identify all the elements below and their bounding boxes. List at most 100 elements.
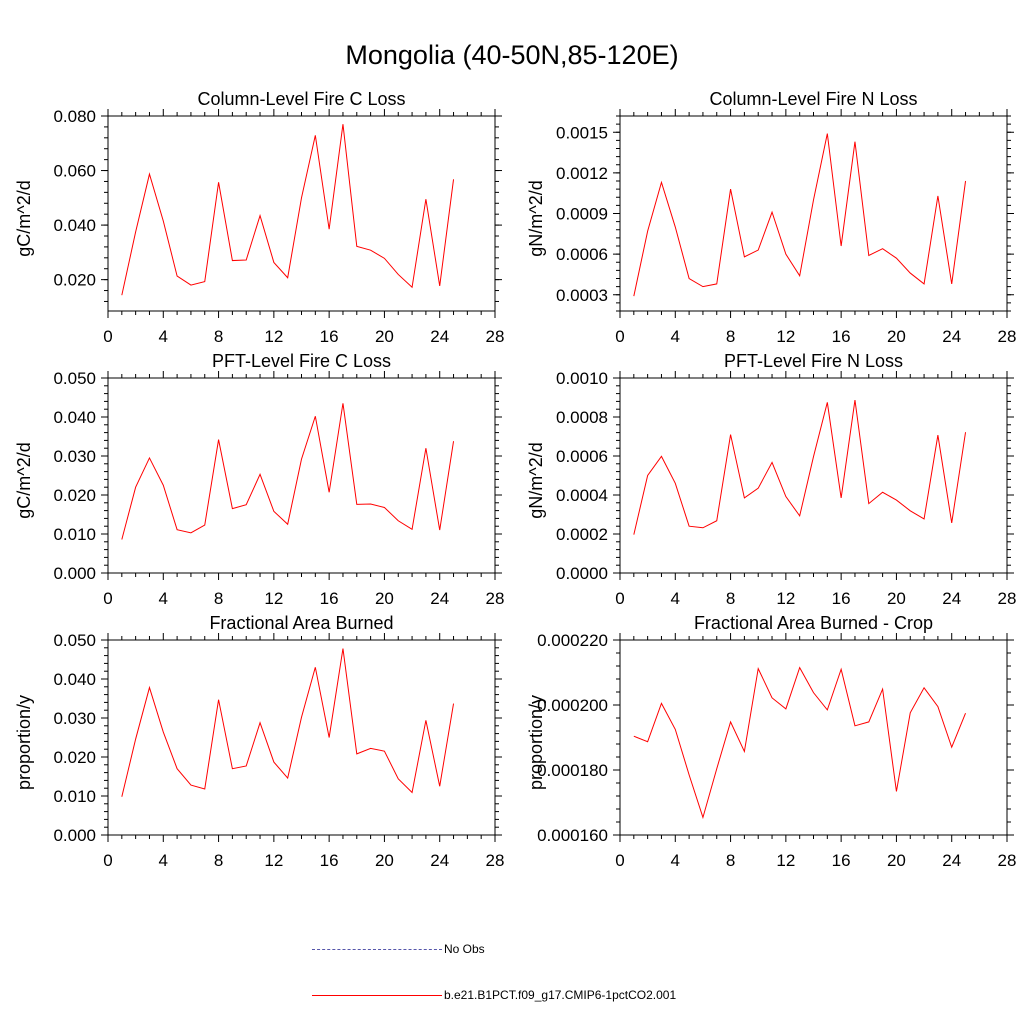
legend-swatch-dashed (312, 948, 442, 950)
chart-2-plot-frame (619, 115, 1008, 312)
chart-4-ytick-label: 0.0004 (556, 486, 608, 505)
chart-4-ytick-label: 0.0008 (556, 408, 608, 427)
chart-3-xtick-label: 0 (103, 589, 112, 608)
chart-6-xtick-label: 20 (887, 851, 906, 870)
chart-5-series-1-line (121, 648, 455, 797)
chart-3-xtick-label: 28 (486, 589, 505, 608)
chart-3-xtick-label: 12 (264, 589, 283, 608)
chart-1-xtick-label: 0 (103, 327, 112, 346)
chart-3-ytick-label: 0.040 (53, 408, 96, 427)
chart-5-ytick-label: 0.010 (53, 787, 96, 806)
chart-6-ytick-label: 0.000180 (537, 761, 608, 780)
chart-4-xtick-label: 0 (615, 589, 624, 608)
chart-5-xtick-label: 4 (159, 851, 168, 870)
chart-4-xtick-label: 8 (726, 589, 735, 608)
chart-4-xtick-label: 24 (942, 589, 961, 608)
legend-item-model-run: b.e21.B1PCT.f09_g17.CMIP6-1pctCO2.001 (312, 988, 676, 1002)
chart-5-xtick-label: 20 (375, 851, 394, 870)
chart-2-ytick-label: 0.0009 (556, 205, 608, 224)
chart-4-plot-frame (619, 377, 1008, 574)
chart-2-xtick-label: 0 (615, 327, 624, 346)
chart-6-xtick-label: 24 (942, 851, 961, 870)
chart-3-ytick-label: 0.000 (53, 564, 96, 583)
chart-1-ytick-label: 0.060 (53, 162, 96, 181)
chart-6-ytick-label: 0.000160 (537, 826, 608, 845)
legend-label-no-obs: No Obs (444, 942, 485, 956)
chart-4-ylabel: gN/m^2/d (526, 442, 546, 518)
chart-3-ytick-label: 0.010 (53, 525, 96, 544)
chart-1-xtick-label: 12 (264, 327, 283, 346)
chart-1-xtick-label: 20 (375, 327, 394, 346)
chart-2-xtick-label: 28 (998, 327, 1017, 346)
chart-4-xtick-label: 12 (776, 589, 795, 608)
chart-6-xtick-label: 0 (615, 851, 624, 870)
chart-5-xtick-label: 12 (264, 851, 283, 870)
chart-2-ytick-label: 0.0003 (556, 286, 608, 305)
chart-2-xtick-label: 20 (887, 327, 906, 346)
chart-5-xtick-label: 28 (486, 851, 505, 870)
chart-3-xtick-label: 4 (159, 589, 168, 608)
chart-5-xtick-label: 8 (214, 851, 223, 870)
legend-item-no-obs: No Obs (312, 942, 485, 956)
chart-5-ytick-label: 0.020 (53, 748, 96, 767)
chart-4-ytick-label: 0.0006 (556, 447, 608, 466)
chart-3-xtick-label: 16 (320, 589, 339, 608)
chart-1-plot-frame (107, 115, 496, 312)
chart-1-xtick-label: 24 (430, 327, 449, 346)
chart-3-plot-frame (107, 377, 496, 574)
chart-6-ytick-label: 0.000200 (537, 696, 608, 715)
chart-6-series-1-line (633, 666, 967, 820)
chart-1-title: Column-Level Fire C Loss (197, 89, 405, 109)
chart-4-ytick-label: 0.0010 (556, 369, 608, 388)
chart-2-title: Column-Level Fire N Loss (709, 89, 917, 109)
chart-4-xtick-label: 28 (998, 589, 1017, 608)
chart-5-xtick-label: 0 (103, 851, 112, 870)
legend-swatch-solid (312, 994, 442, 996)
chart-2-ytick-label: 0.0012 (556, 164, 608, 183)
chart-6-ylabel: proportion/y (526, 695, 546, 790)
chart-2-ylabel: gN/m^2/d (526, 180, 546, 256)
chart-5-ytick-label: 0.000 (53, 826, 96, 845)
chart-4-series-1-line (633, 399, 967, 535)
chart-4-ytick-label: 0.0000 (556, 564, 608, 583)
chart-3-ytick-label: 0.030 (53, 447, 96, 466)
chart-3-xtick-label: 24 (430, 589, 449, 608)
chart-4-title: PFT-Level Fire N Loss (724, 351, 903, 371)
chart-4-xtick-label: 16 (832, 589, 851, 608)
chart-3-title: PFT-Level Fire C Loss (212, 351, 391, 371)
chart-1-xtick-label: 8 (214, 327, 223, 346)
chart-5-ytick-label: 0.030 (53, 709, 96, 728)
chart-4-ytick-label: 0.0002 (556, 525, 608, 544)
chart-2-ytick-label: 0.0006 (556, 245, 608, 264)
chart-3-ylabel: gC/m^2/d (14, 442, 34, 518)
chart-2-xtick-label: 4 (671, 327, 680, 346)
chart-1-ytick-label: 0.080 (53, 107, 96, 126)
chart-1-ylabel: gC/m^2/d (14, 180, 34, 256)
chart-1-series-1-line (121, 124, 455, 296)
chart-5-ytick-label: 0.040 (53, 670, 96, 689)
chart-1-xtick-label: 28 (486, 327, 505, 346)
chart-3-ytick-label: 0.050 (53, 369, 96, 388)
chart-6-xtick-label: 8 (726, 851, 735, 870)
chart-6-xtick-label: 4 (671, 851, 680, 870)
chart-6-xtick-label: 16 (832, 851, 851, 870)
chart-6-title: Fractional Area Burned - Crop (694, 613, 933, 633)
chart-6-xtick-label: 12 (776, 851, 795, 870)
chart-2-ytick-label: 0.0015 (556, 123, 608, 142)
chart-5-plot-frame (107, 639, 496, 836)
chart-2-xtick-label: 24 (942, 327, 961, 346)
chart-5-xtick-label: 24 (430, 851, 449, 870)
chart-3-ytick-label: 0.020 (53, 486, 96, 505)
chart-1-ytick-label: 0.020 (53, 271, 96, 290)
chart-2-series-1-line (633, 133, 967, 297)
chart-6-ytick-label: 0.000220 (537, 631, 608, 650)
chart-3-xtick-label: 20 (375, 589, 394, 608)
chart-4-xtick-label: 20 (887, 589, 906, 608)
chart-2-xtick-label: 12 (776, 327, 795, 346)
chart-5-ylabel: proportion/y (14, 695, 34, 790)
chart-2-xtick-label: 16 (832, 327, 851, 346)
legend-label-model-run: b.e21.B1PCT.f09_g17.CMIP6-1pctCO2.001 (444, 988, 677, 1002)
chart-3-xtick-label: 8 (214, 589, 223, 608)
chart-5-xtick-label: 16 (320, 851, 339, 870)
